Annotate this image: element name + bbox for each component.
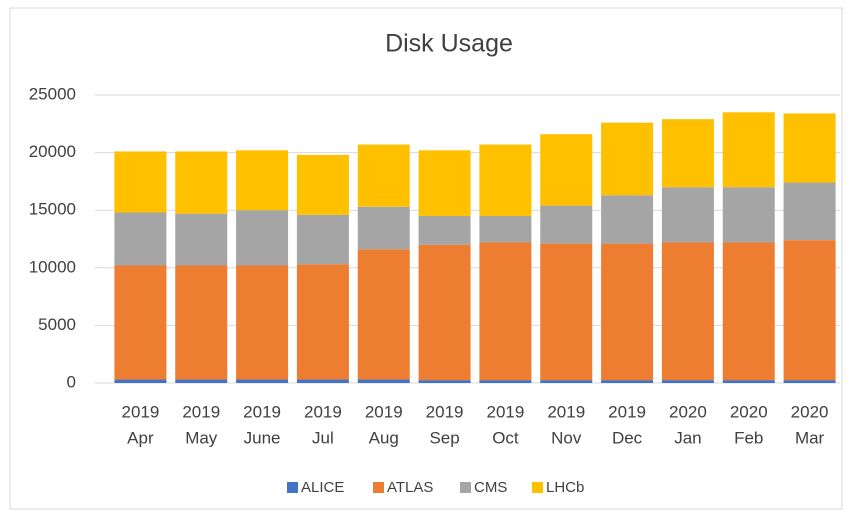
bar-segment — [114, 379, 167, 383]
x-tick-label: Feb — [734, 428, 763, 447]
x-tick-label: Sep — [429, 428, 459, 447]
y-tick-label: 20000 — [29, 142, 76, 161]
bar-segment — [114, 151, 167, 213]
bar-segment — [418, 215, 471, 245]
bar-segment — [479, 144, 532, 216]
y-tick-label: 0 — [67, 372, 76, 391]
bar-segment — [783, 182, 836, 241]
x-tick-label: Nov — [551, 428, 582, 447]
x-tick-label: May — [185, 428, 218, 447]
bar-segment — [175, 379, 228, 383]
bar-segment — [540, 243, 593, 381]
bar-segment — [114, 212, 167, 266]
bar-segment — [661, 187, 714, 243]
bar-segment — [296, 214, 349, 265]
bar-segment — [114, 265, 167, 380]
bar-segment — [601, 380, 654, 383]
bar-segment — [540, 134, 593, 206]
legend-swatch — [460, 482, 471, 493]
bar-segment — [783, 113, 836, 183]
bar-segment — [722, 242, 775, 381]
y-tick-label: 10000 — [29, 257, 76, 276]
bar-segment — [236, 150, 289, 211]
x-tick-label: 2019 — [547, 402, 585, 421]
bar-segment — [236, 210, 289, 266]
bar-segment — [236, 265, 289, 380]
y-tick-label: 5000 — [38, 315, 76, 334]
legend-label: ATLAS — [387, 479, 433, 496]
legend-label: ALICE — [301, 479, 344, 496]
bar-segment — [357, 206, 410, 250]
x-tick-label: 2020 — [669, 402, 707, 421]
x-tick-label: 2019 — [426, 402, 464, 421]
bar-segment — [175, 213, 228, 266]
x-tick-label: Dec — [612, 428, 643, 447]
bar-segment — [418, 244, 471, 381]
x-tick-label: Apr — [127, 428, 154, 447]
bar-segment — [661, 380, 714, 383]
x-tick-label: 2019 — [182, 402, 220, 421]
bar-segment — [418, 380, 471, 383]
bar-segment — [601, 195, 654, 244]
x-tick-label: 2019 — [122, 402, 160, 421]
bar-segment — [661, 242, 714, 381]
legend-swatch — [287, 482, 298, 493]
x-tick-label: Jan — [674, 428, 701, 447]
legend-label: CMS — [474, 479, 507, 496]
bar-segment — [175, 151, 228, 214]
bar-segment — [601, 122, 654, 196]
legend-swatch — [532, 482, 543, 493]
x-tick-label: 2019 — [365, 402, 403, 421]
x-tick-label: June — [244, 428, 281, 447]
bar-segment — [175, 265, 228, 380]
x-tick-label: 2020 — [791, 402, 829, 421]
x-tick-label: Oct — [492, 428, 519, 447]
bar-segment — [418, 150, 471, 216]
y-tick-label: 25000 — [29, 84, 76, 103]
bar-segment — [783, 380, 836, 383]
x-tick-label: 2019 — [304, 402, 342, 421]
bar-segment — [479, 215, 532, 243]
x-tick-label: 2019 — [608, 402, 646, 421]
bar-segment — [357, 379, 410, 383]
bar-segment — [357, 249, 410, 380]
bar-segment — [540, 205, 593, 244]
bar-segment — [296, 264, 349, 380]
bar-segment — [540, 380, 593, 383]
x-tick-label: Jul — [312, 428, 334, 447]
chart-title: Disk Usage — [385, 30, 513, 58]
x-tick-label: Aug — [369, 428, 399, 447]
bar-segment — [479, 380, 532, 383]
bar-segment — [479, 242, 532, 381]
x-tick-label: Mar — [795, 428, 825, 447]
bar-segment — [722, 187, 775, 243]
legend-label: LHCb — [546, 479, 584, 496]
bar-segment — [296, 379, 349, 383]
bar-segment — [236, 379, 289, 383]
legend-swatch — [373, 482, 384, 493]
bar-segment — [296, 154, 349, 215]
y-tick-label: 15000 — [29, 200, 76, 219]
bar-segment — [722, 380, 775, 383]
bar-segment — [601, 243, 654, 381]
bar-segment — [783, 240, 836, 381]
bar-segment — [722, 112, 775, 188]
x-tick-label: 2019 — [243, 402, 281, 421]
x-tick-label: 2020 — [730, 402, 768, 421]
x-tick-label: 2019 — [487, 402, 525, 421]
bar-segment — [357, 144, 410, 207]
bar-segment — [661, 119, 714, 188]
